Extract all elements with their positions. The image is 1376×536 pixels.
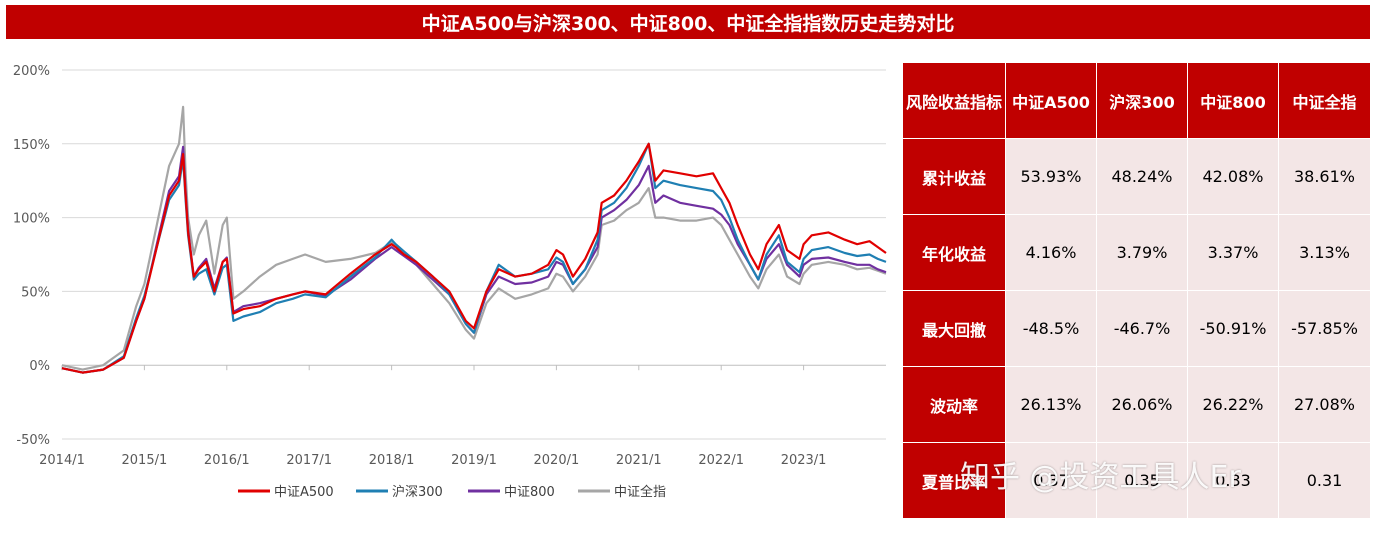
table-row: 年化收益 4.16% 3.79% 3.37% 3.13% <box>902 214 1371 291</box>
x-tick-label: 2017/1 <box>286 453 332 468</box>
row-label: 波动率 <box>902 366 1006 443</box>
x-tick-label: 2022/1 <box>698 453 744 468</box>
grid-lines <box>62 69 886 440</box>
series-line-1 <box>61 142 887 374</box>
col-header: 中证全指 <box>1278 62 1371 139</box>
table-cell: 0.31 <box>1278 442 1371 519</box>
legend-label: 中证800 <box>504 485 555 500</box>
watermark: 知乎 @投资工具人Er <box>960 460 1241 495</box>
table-cell: 26.22% <box>1187 366 1279 443</box>
y-tick-label: 100% <box>13 212 50 227</box>
y-tick-label: 0% <box>29 359 50 374</box>
table-row: 波动率 26.13% 26.06% 26.22% 27.08% <box>902 366 1371 443</box>
legend-label: 沪深300 <box>392 484 443 500</box>
table-cell: 26.13% <box>1005 366 1097 443</box>
x-tick-label: 2021/1 <box>616 453 662 468</box>
table-row: 夏普比率 0.37 0.35 0.33 0.31 <box>902 442 1371 519</box>
table-cell: -57.85% <box>1278 290 1371 367</box>
table-cell: -48.5% <box>1005 290 1097 367</box>
legend-label: 中证全指 <box>614 484 666 500</box>
x-tick-label: 2014/1 <box>39 453 85 468</box>
chart-title: 中证A500与沪深300、中证800、中证全指指数历史走势对比 <box>6 5 1370 39</box>
table-row: 累计收益 53.93% 48.24% 42.08% 38.61% <box>902 138 1371 215</box>
table-cell: -46.7% <box>1096 290 1188 367</box>
table-cell: -50.91% <box>1187 290 1279 367</box>
table-cell: 38.61% <box>1278 138 1371 215</box>
y-tick-label: -50% <box>16 433 50 448</box>
row-label: 累计收益 <box>902 138 1006 215</box>
col-header: 中证800 <box>1187 62 1279 139</box>
legend-label: 中证A500 <box>274 485 334 500</box>
col-header: 沪深300 <box>1096 62 1188 139</box>
table-cell: 0.33 <box>1187 442 1279 519</box>
table-cell: 0.35 <box>1096 442 1188 519</box>
x-tick-label: 2019/1 <box>451 453 497 468</box>
table-row: 最大回撤 -48.5% -46.7% -50.91% -57.85% <box>902 290 1371 367</box>
x-tick-label: 2020/1 <box>534 453 580 468</box>
x-tick-label: 2023/1 <box>781 453 827 468</box>
row-label: 夏普比率 <box>902 442 1006 519</box>
col-header: 中证A500 <box>1005 62 1097 139</box>
series-line-4 <box>61 105 887 371</box>
table-cell: 53.93% <box>1005 138 1097 215</box>
table-header-row: 风险收益指标 中证A500 沪深300 中证800 中证全指 <box>902 62 1371 139</box>
y-axis-labels: 200% 150% 100% 50% 0% -50% <box>13 64 50 448</box>
x-tick-label: 2016/1 <box>204 453 250 468</box>
line-chart: 200% 150% 100% 50% 0% -50% 2014/1 2015/1 2016/1… <box>13 64 887 500</box>
y-tick-label: 50% <box>21 285 50 300</box>
table-cell: 48.24% <box>1096 138 1188 215</box>
x-tick-label: 2018/1 <box>369 453 415 468</box>
table-cell: 0.37 <box>1005 442 1097 519</box>
table-cell: 42.08% <box>1187 138 1279 215</box>
risk-return-table: 风险收益指标 中证A500 沪深300 中证800 中证全指 累计收益 53.9… <box>902 62 1371 519</box>
table-cell: 3.13% <box>1278 214 1371 291</box>
table-cell: 26.06% <box>1096 366 1188 443</box>
x-tick-label: 2015/1 <box>122 453 168 468</box>
row-label: 年化收益 <box>902 214 1006 291</box>
table-cell: 3.79% <box>1096 214 1188 291</box>
metric-header: 风险收益指标 <box>902 62 1006 139</box>
series-lines <box>61 105 887 374</box>
row-label: 最大回撤 <box>902 290 1006 367</box>
table-cell: 4.16% <box>1005 214 1097 291</box>
table-cell: 27.08% <box>1278 366 1371 443</box>
x-axis: 2014/1 2015/1 2016/1 2017/1 2018/1 2019/1 2020… <box>39 364 886 468</box>
y-tick-label: 150% <box>13 138 50 153</box>
legend: 中证A500 沪深300 中证800 中证全指 <box>238 484 666 500</box>
table-cell: 3.37% <box>1187 214 1279 291</box>
y-tick-label: 200% <box>13 64 50 79</box>
